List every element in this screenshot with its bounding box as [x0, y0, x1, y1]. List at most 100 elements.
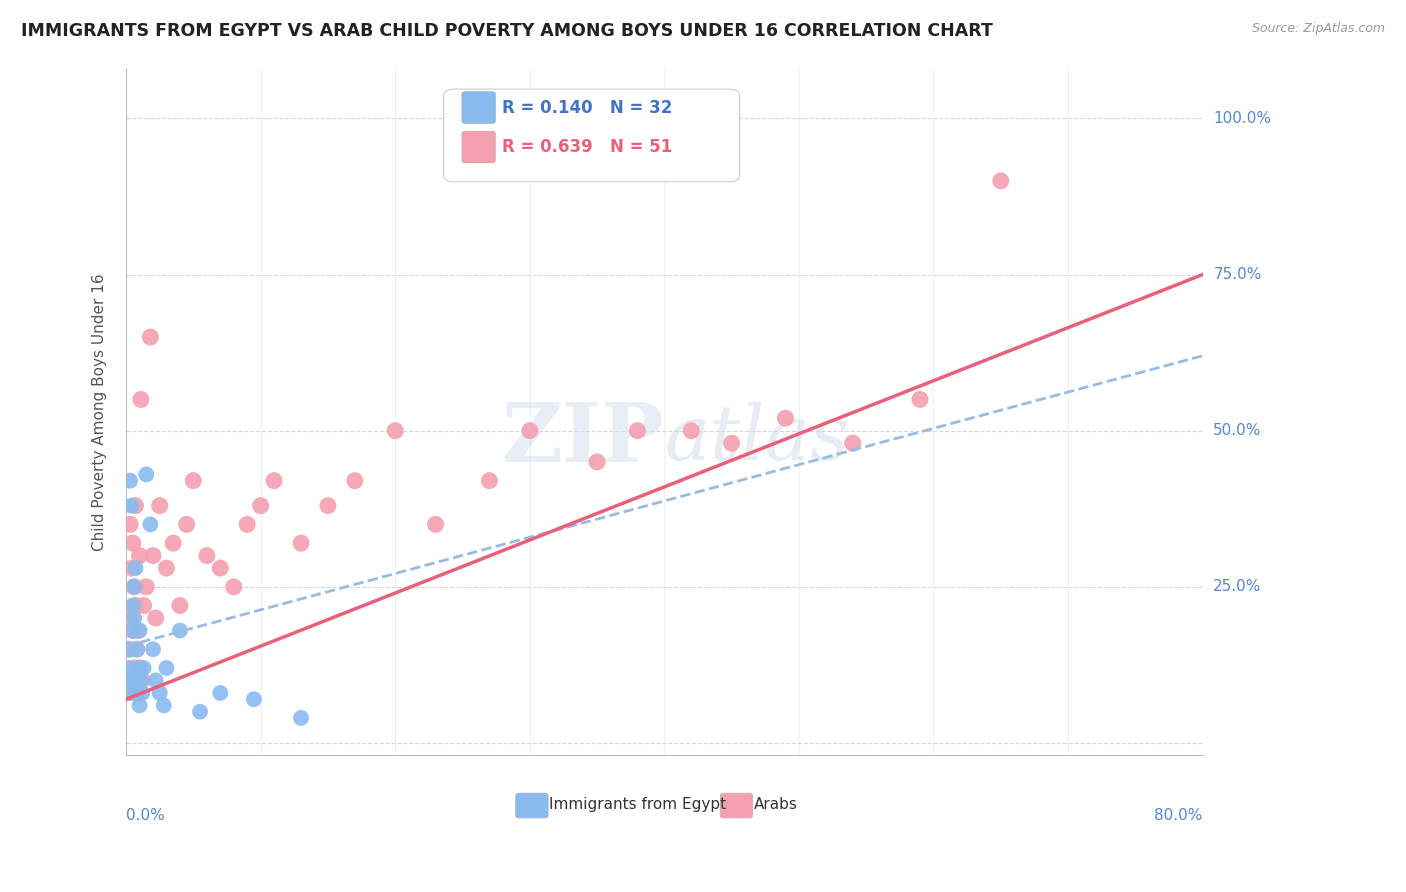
Point	[120, 611, 142, 625]
Point	[586, 455, 609, 469]
Point	[121, 561, 143, 575]
Point	[316, 499, 339, 513]
Point	[209, 561, 232, 575]
Point	[169, 599, 191, 613]
Point	[118, 661, 141, 675]
Point	[121, 536, 143, 550]
Point	[131, 673, 153, 688]
Point	[132, 661, 155, 675]
Text: Source: ZipAtlas.com: Source: ZipAtlas.com	[1251, 22, 1385, 36]
Point	[290, 536, 312, 550]
Point	[149, 499, 172, 513]
Point	[209, 686, 232, 700]
Point	[775, 411, 797, 425]
Point	[626, 424, 648, 438]
Point	[249, 499, 271, 513]
Point	[990, 174, 1012, 188]
Point	[129, 673, 152, 688]
Point	[243, 692, 266, 706]
Point	[155, 661, 177, 675]
Point	[125, 686, 148, 700]
Point	[131, 686, 153, 700]
Point	[120, 517, 142, 532]
Text: 25.0%: 25.0%	[1213, 579, 1261, 594]
Point	[124, 673, 146, 688]
Point	[128, 624, 150, 638]
Text: 50.0%: 50.0%	[1213, 423, 1261, 438]
Text: R = 0.639   N = 51: R = 0.639 N = 51	[502, 138, 672, 156]
Point	[142, 642, 165, 657]
Point	[124, 561, 146, 575]
Point	[121, 599, 143, 613]
Point	[129, 392, 152, 407]
Text: 80.0%: 80.0%	[1154, 808, 1202, 823]
Point	[908, 392, 931, 407]
Point	[125, 686, 148, 700]
Point	[145, 673, 167, 688]
Point	[290, 711, 312, 725]
Point	[118, 642, 141, 657]
Point	[124, 499, 146, 513]
Point	[125, 642, 148, 657]
Point	[128, 549, 150, 563]
FancyBboxPatch shape	[516, 793, 548, 818]
FancyBboxPatch shape	[463, 131, 495, 163]
Point	[127, 624, 149, 638]
Point	[122, 611, 145, 625]
Point	[149, 686, 172, 700]
Point	[155, 561, 177, 575]
Text: IMMIGRANTS FROM EGYPT VS ARAB CHILD POVERTY AMONG BOYS UNDER 16 CORRELATION CHAR: IMMIGRANTS FROM EGYPT VS ARAB CHILD POVE…	[21, 22, 993, 40]
Point	[236, 517, 259, 532]
Y-axis label: Child Poverty Among Boys Under 16: Child Poverty Among Boys Under 16	[93, 273, 107, 550]
Point	[478, 474, 501, 488]
Point	[425, 517, 447, 532]
Text: Arabs: Arabs	[754, 797, 797, 813]
FancyBboxPatch shape	[444, 89, 740, 182]
FancyBboxPatch shape	[720, 793, 752, 818]
Point	[120, 642, 142, 657]
Point	[162, 536, 184, 550]
Point	[121, 624, 143, 638]
Point	[135, 467, 157, 482]
Point	[117, 673, 139, 688]
Point	[343, 474, 366, 488]
Point	[135, 580, 157, 594]
Point	[188, 705, 211, 719]
Point	[195, 549, 218, 563]
Text: R = 0.140   N = 32: R = 0.140 N = 32	[502, 98, 672, 117]
Point	[125, 642, 148, 657]
Point	[519, 424, 541, 438]
Point	[720, 436, 742, 450]
Point	[128, 698, 150, 713]
Point	[145, 611, 167, 625]
Point	[121, 686, 143, 700]
Point	[124, 599, 146, 613]
Point	[142, 549, 165, 563]
Text: 75.0%: 75.0%	[1213, 267, 1261, 282]
Point	[122, 580, 145, 594]
Text: ZIP: ZIP	[502, 400, 665, 479]
Point	[139, 517, 162, 532]
Point	[128, 661, 150, 675]
Point	[121, 499, 143, 513]
Text: atlas: atlas	[665, 402, 849, 476]
Point	[183, 474, 205, 488]
Point	[139, 330, 162, 344]
Point	[263, 474, 285, 488]
Point	[176, 517, 198, 532]
Point	[121, 624, 143, 638]
Point	[120, 474, 142, 488]
Point	[841, 436, 863, 450]
Point	[122, 661, 145, 675]
Point	[121, 673, 143, 688]
Point	[681, 424, 703, 438]
Point	[132, 599, 155, 613]
Point	[152, 698, 174, 713]
Point	[384, 424, 406, 438]
Point	[222, 580, 245, 594]
Point	[117, 686, 139, 700]
Text: Immigrants from Egypt: Immigrants from Egypt	[550, 797, 727, 813]
Text: 0.0%: 0.0%	[127, 808, 165, 823]
Point	[169, 624, 191, 638]
FancyBboxPatch shape	[463, 92, 495, 123]
